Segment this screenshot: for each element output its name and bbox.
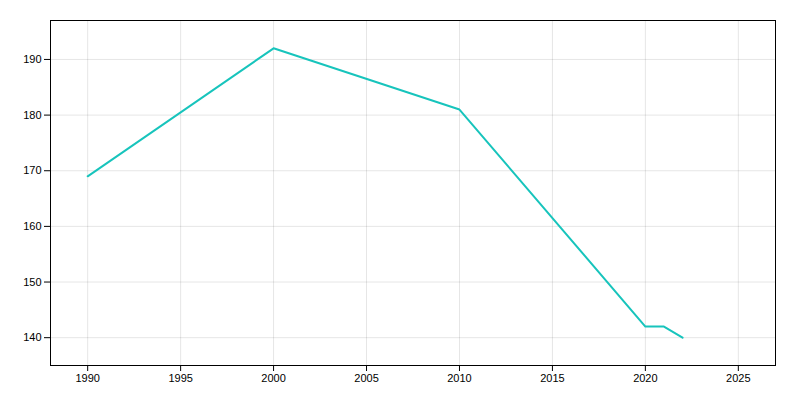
svg-text:1995: 1995: [168, 372, 192, 384]
svg-text:150: 150: [23, 276, 41, 288]
svg-text:2020: 2020: [633, 372, 657, 384]
svg-text:1990: 1990: [75, 372, 99, 384]
svg-text:2015: 2015: [540, 372, 564, 384]
svg-text:2005: 2005: [354, 372, 378, 384]
svg-text:160: 160: [23, 220, 41, 232]
svg-text:2000: 2000: [261, 372, 285, 384]
svg-text:140: 140: [23, 331, 41, 343]
svg-text:190: 190: [23, 53, 41, 65]
svg-text:2025: 2025: [726, 372, 750, 384]
svg-text:180: 180: [23, 109, 41, 121]
svg-text:170: 170: [23, 164, 41, 176]
svg-text:2010: 2010: [447, 372, 471, 384]
